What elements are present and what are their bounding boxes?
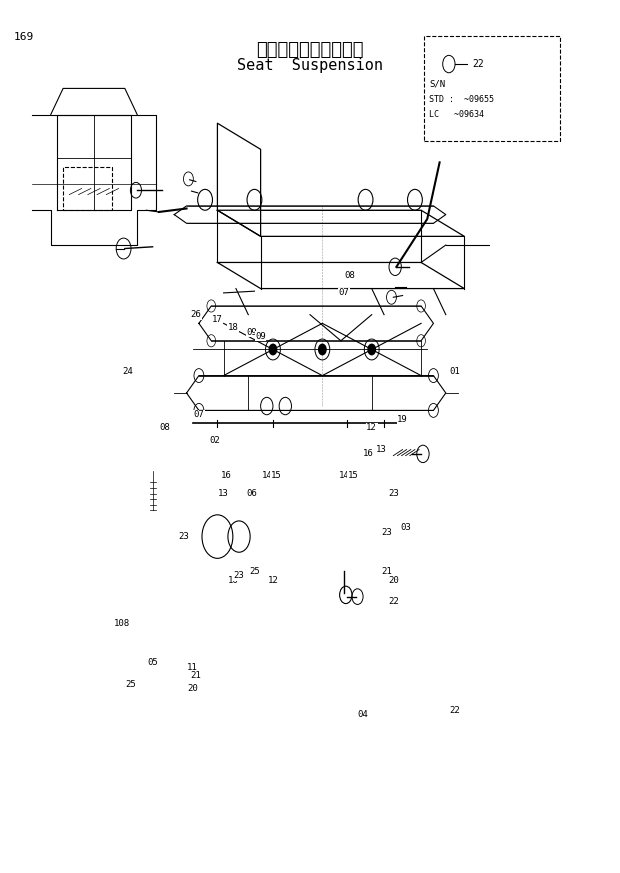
Text: 16: 16 xyxy=(363,450,374,458)
Text: 08: 08 xyxy=(159,423,170,432)
Text: 09: 09 xyxy=(255,332,266,341)
Text: 24: 24 xyxy=(123,367,133,375)
Text: 25: 25 xyxy=(249,567,260,576)
Circle shape xyxy=(269,344,277,354)
Text: 18: 18 xyxy=(228,323,238,333)
Text: 23: 23 xyxy=(388,489,399,498)
Text: 12: 12 xyxy=(366,423,377,432)
Text: 02: 02 xyxy=(209,436,219,445)
Bar xyxy=(424,36,560,141)
Text: 22: 22 xyxy=(388,597,399,607)
Text: LC   ~09634: LC ~09634 xyxy=(429,110,484,120)
Text: 20: 20 xyxy=(187,684,198,693)
Text: 15: 15 xyxy=(348,471,358,480)
Bar xyxy=(63,167,112,210)
Text: 13: 13 xyxy=(376,445,386,454)
Text: 11: 11 xyxy=(221,471,232,480)
Text: 15: 15 xyxy=(271,471,281,480)
Text: 20: 20 xyxy=(388,575,399,585)
Text: 23: 23 xyxy=(178,532,189,541)
Text: Seat  Suspension: Seat Suspension xyxy=(237,58,383,73)
Text: 07: 07 xyxy=(339,288,349,298)
Text: 09: 09 xyxy=(246,327,257,337)
Text: 13: 13 xyxy=(218,489,229,498)
Text: 06: 06 xyxy=(246,489,257,498)
Text: 23: 23 xyxy=(234,571,244,581)
Text: 21: 21 xyxy=(190,671,201,680)
Text: 04: 04 xyxy=(357,711,368,719)
Text: S/N: S/N xyxy=(429,79,445,89)
Text: 03: 03 xyxy=(401,524,411,533)
Text: 12: 12 xyxy=(268,575,278,585)
Text: シートサスペンション: シートサスペンション xyxy=(256,40,364,58)
Text: 07: 07 xyxy=(193,410,204,419)
Text: 26: 26 xyxy=(190,310,201,320)
Text: 23: 23 xyxy=(382,527,392,537)
Text: 21: 21 xyxy=(382,567,392,576)
Circle shape xyxy=(319,344,326,354)
Text: 22: 22 xyxy=(450,706,461,715)
Text: 22: 22 xyxy=(472,59,484,69)
Text: 10: 10 xyxy=(228,575,238,585)
Text: 05: 05 xyxy=(147,658,158,667)
Text: 17: 17 xyxy=(212,314,223,324)
Text: 14: 14 xyxy=(262,471,272,480)
Text: 08: 08 xyxy=(345,271,355,280)
Text: 25: 25 xyxy=(126,680,136,689)
Text: 01: 01 xyxy=(450,367,461,375)
Text: 169: 169 xyxy=(14,31,34,42)
Text: 14: 14 xyxy=(339,471,349,480)
Text: 11: 11 xyxy=(187,663,198,671)
Text: STD :  ~09655: STD : ~09655 xyxy=(429,95,494,105)
Text: 108: 108 xyxy=(113,619,130,628)
Text: 16: 16 xyxy=(221,471,232,480)
Circle shape xyxy=(368,344,376,354)
Text: 19: 19 xyxy=(397,415,408,423)
